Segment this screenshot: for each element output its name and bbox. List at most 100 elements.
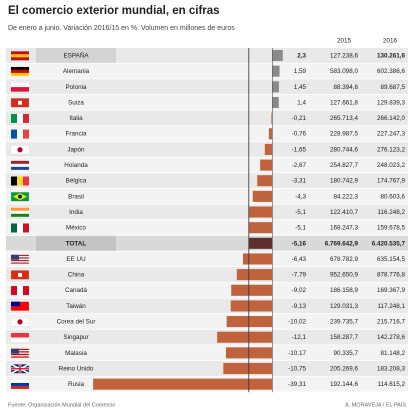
bar: [243, 253, 273, 265]
volume-2015: 84.222,3: [333, 193, 358, 200]
category-label: Brasil: [68, 193, 84, 200]
bar: [223, 363, 273, 375]
value-label: -0,76: [292, 131, 307, 138]
value-label: -1,65: [292, 146, 307, 153]
category-label: Singapur: [63, 334, 88, 341]
row-background: [6, 110, 408, 126]
row-background: [6, 79, 408, 95]
volume-2016: 602.386,6: [377, 68, 406, 75]
category-label: Canadá: [65, 287, 88, 294]
flag: [10, 270, 30, 280]
bar: [249, 222, 273, 234]
category-label: Holanda: [64, 162, 88, 169]
row-background: [6, 126, 408, 142]
bar: [236, 269, 273, 281]
flag-stripe: [11, 337, 29, 343]
volume-2015: 122.410,7: [330, 209, 359, 216]
volume-2015: 265.713,4: [330, 115, 359, 122]
category-label: Alemania: [63, 68, 90, 75]
category-label: Francia: [66, 131, 87, 138]
volume-2015: 168.247,3: [330, 225, 359, 232]
flag-stripe: [11, 129, 17, 139]
flag-stripe: [11, 207, 29, 211]
value-label: -3,31: [292, 178, 307, 185]
value-label: 1,59: [294, 68, 307, 75]
row-background: [6, 204, 408, 220]
volume-2015: 205.269,6: [330, 365, 359, 372]
flag-stripe: [11, 69, 29, 73]
category-label: TOTAL: [66, 240, 87, 247]
flag: [11, 286, 29, 296]
bar: [93, 378, 273, 390]
flag-stripe: [11, 213, 29, 217]
volume-2016: 130.261,6: [377, 52, 406, 59]
flag-stripe: [17, 223, 23, 233]
flag-stripe: [17, 129, 23, 139]
flag-stripe: [11, 379, 29, 383]
value-label: 1,4: [297, 99, 306, 106]
volume-2015: 678.782,9: [330, 256, 359, 263]
row-background: [6, 314, 408, 329]
flag-stripe: [11, 256, 29, 258]
flag-stripe: [11, 258, 29, 260]
volume-2016: 159.678,5: [377, 225, 406, 232]
volume-2015: 952.650,9: [330, 272, 359, 279]
volume-2015: 239.735,7: [330, 319, 359, 326]
value-label: 2,3: [297, 52, 306, 59]
category-label: Japón: [67, 146, 85, 153]
flag-canton: [11, 348, 19, 354]
value-label: -2,67: [292, 162, 307, 169]
row-background: [6, 361, 408, 376]
category-label: Malasia: [65, 350, 87, 357]
volume-2016: 227.247,3: [377, 131, 406, 138]
bar: [257, 175, 273, 187]
flag: [11, 207, 29, 217]
volume-2016: 142.278,6: [377, 334, 406, 341]
value-label: -9,13: [292, 303, 307, 310]
flag-stripe: [23, 113, 29, 123]
bar: [231, 284, 273, 296]
row-background: [6, 251, 408, 267]
flag-stripe: [11, 349, 29, 352]
value-label: -5,1: [295, 225, 306, 232]
flag-emblem: [17, 147, 23, 153]
row-background: [6, 267, 408, 282]
category-label: ESPAÑA: [63, 50, 89, 59]
value-label: -39,31: [288, 381, 306, 388]
volume-2016: 80.603,6: [380, 193, 405, 200]
bar: [260, 159, 273, 171]
flag-stripe: [11, 286, 17, 296]
name-highlight: [36, 235, 116, 251]
category-label: Rusia: [68, 381, 85, 388]
row-background: [6, 220, 408, 235]
volume-2015: 583.098,0: [330, 68, 359, 75]
bar: [217, 331, 273, 343]
row-background: [6, 141, 408, 157]
flag: [10, 98, 30, 108]
category-label: EE UU: [66, 256, 86, 263]
volume-2015: 90.335,7: [333, 350, 358, 357]
volume-2015: 254.827,7: [330, 162, 359, 169]
row-background: [6, 345, 408, 361]
volume-2015: 180.742,9: [330, 178, 359, 185]
row-background: [6, 188, 408, 204]
name-highlight: [36, 48, 116, 63]
flag: [11, 223, 29, 233]
flag: [11, 113, 29, 123]
flag-stripe: [11, 57, 29, 61]
flag: [10, 301, 30, 311]
flag: [11, 51, 29, 61]
flag: [10, 317, 30, 327]
volume-2016: 81.148,2: [380, 350, 405, 357]
row-background: [6, 63, 408, 79]
volume-2016: 215.716,7: [377, 319, 406, 326]
flag-emblem: [18, 194, 22, 199]
bar: [230, 300, 273, 312]
volume-2015: 158.287,7: [330, 334, 359, 341]
volume-2015: 127.661,8: [330, 99, 359, 106]
flag-stripe: [11, 223, 17, 233]
flag-stripe: [11, 54, 29, 58]
volume-2016: 129.839,3: [377, 99, 406, 106]
value-label: -9,02: [292, 287, 307, 294]
value-label: -10,17: [288, 350, 306, 357]
